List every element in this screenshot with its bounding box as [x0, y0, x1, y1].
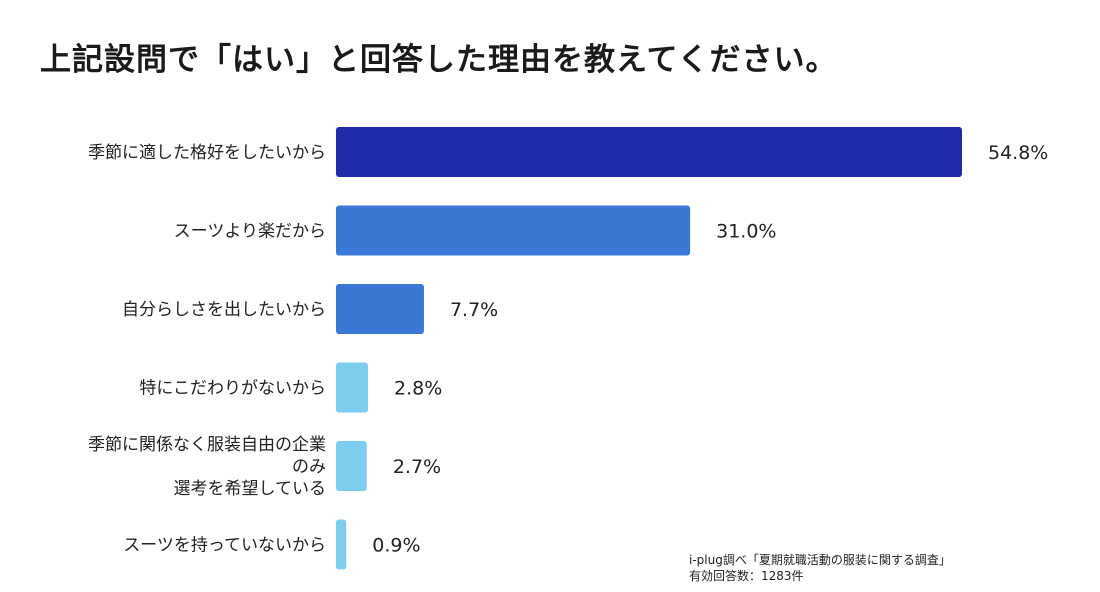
source-line-1: i-plug調べ「夏期就職活動の服装に関する調査」: [689, 553, 951, 567]
source-note: i-plug調べ「夏期就職活動の服装に関する調査」 有効回答数：1283件: [689, 552, 951, 584]
category-label-5-line-3: 選考を希望している: [174, 479, 327, 499]
value-label-3: 7.7%: [450, 299, 498, 321]
chart-title: 上記設問で「はい」と回答した理由を教えてください。: [40, 42, 838, 78]
bar-5: [336, 441, 367, 491]
value-label-4: 2.8%: [394, 378, 442, 400]
bar-6: [336, 519, 347, 570]
category-label-2: スーツより楽だから: [174, 222, 326, 242]
bar-3: [336, 284, 424, 334]
bar-4: [336, 362, 368, 413]
category-label-3: 自分らしさを出したいから: [122, 300, 326, 320]
category-label-1: 季節に適した格好をしたいから: [88, 143, 326, 163]
source-line-2: 有効回答数：1283件: [689, 569, 804, 583]
value-label-2: 31.0%: [716, 221, 776, 243]
category-label-4: 特にこだわりがないから: [139, 379, 326, 399]
value-label-5: 2.7%: [393, 456, 441, 478]
value-label-1: 54.8%: [988, 142, 1048, 164]
category-label-5-line-1: 季節に関係なく服装自由の企業: [88, 435, 326, 455]
category-label-5-line-2: のみ: [292, 457, 326, 477]
value-label-6: 0.9%: [372, 535, 420, 557]
bar-2: [336, 205, 691, 256]
bar-1: [336, 127, 962, 177]
category-label-6: スーツを持っていないから: [123, 536, 326, 556]
